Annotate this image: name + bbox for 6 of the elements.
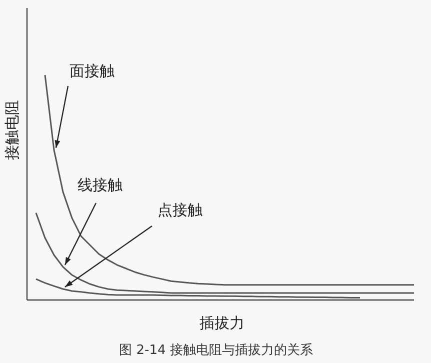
text: 图 2-14 接触电阻与插拔力的关系 (119, 343, 313, 358)
y-axis-title: 接触电阻 (3, 100, 21, 160)
x-axis-title: 插拔力 (200, 314, 244, 332)
text: 线接触 (78, 176, 122, 194)
text: 点接触 (158, 201, 202, 219)
series-label: 面接触 (70, 62, 114, 80)
